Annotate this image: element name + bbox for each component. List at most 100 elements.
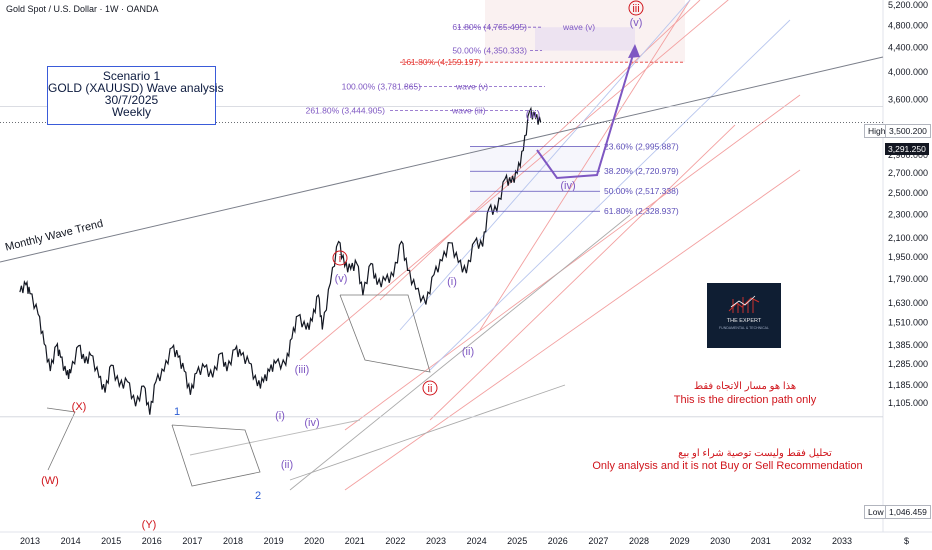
logo-icon bbox=[728, 295, 760, 313]
currency-corner: $ bbox=[904, 536, 910, 546]
channel-line bbox=[479, 0, 691, 331]
wave-label: 2 bbox=[255, 490, 261, 502]
price-tick-label: 2,300.000 bbox=[888, 209, 928, 219]
wave-label-circle bbox=[628, 0, 644, 16]
fib-level-label: 100.00% (3,781.865) bbox=[342, 82, 422, 92]
channel-line bbox=[429, 124, 736, 421]
time-tick-label: 2015 bbox=[101, 536, 121, 546]
fib-wave-tag: wave (v) bbox=[455, 82, 488, 92]
wave-label: (iii) bbox=[295, 364, 310, 376]
fib-level-label: 38.20% (2,720.979) bbox=[604, 166, 679, 176]
price-tick-label: 1,510.000 bbox=[888, 318, 928, 328]
wave-triangle bbox=[46, 407, 76, 471]
wave-label: (ii) bbox=[462, 346, 474, 358]
low-value: 1,046.459 bbox=[885, 505, 931, 519]
price-tick-label: 2,700.000 bbox=[888, 168, 928, 178]
time-tick-label: 2027 bbox=[588, 536, 608, 546]
time-tick-label: 2018 bbox=[223, 536, 243, 546]
wave-label-circle bbox=[422, 380, 438, 396]
price-tick-label: 4,000.000 bbox=[888, 67, 928, 77]
fib-level-label: 261.80% (3,444.905) bbox=[306, 106, 386, 116]
time-tick-label: 2026 bbox=[548, 536, 568, 546]
price-tick-label: 5,200.000 bbox=[888, 0, 928, 10]
wave-label: ii bbox=[428, 383, 433, 395]
high-value: 3,500.200 bbox=[885, 124, 931, 138]
fib-level-label: 61.80% (4,765.495) bbox=[452, 22, 527, 32]
time-tick-label: 2022 bbox=[385, 536, 405, 546]
channel-line bbox=[289, 384, 566, 481]
fib-level-label: 50.00% (2,517.338) bbox=[604, 186, 679, 196]
time-tick-label: 2033 bbox=[832, 536, 852, 546]
current-price-label: 3,291.250 bbox=[885, 143, 929, 155]
time-tick-label: 2013 bbox=[20, 536, 40, 546]
time-tick-label: 2025 bbox=[507, 536, 527, 546]
wave-label: (i) bbox=[447, 276, 457, 288]
monthly-trendline bbox=[0, 56, 884, 263]
time-tick-label: 2029 bbox=[670, 536, 690, 546]
scenario-box: Scenario 1 GOLD (XAUUSD) Wave analysis 3… bbox=[47, 66, 224, 125]
price-tick-label: 1,185.000 bbox=[888, 380, 928, 390]
time-tick-label: 2031 bbox=[751, 536, 771, 546]
wave-label: (Y) bbox=[142, 519, 157, 531]
time-tick-label: 2023 bbox=[426, 536, 446, 546]
time-tick-label: 2016 bbox=[142, 536, 162, 546]
scenario-line-2: GOLD (XAUUSD) Wave analysis bbox=[48, 81, 224, 95]
time-tick-label: 2019 bbox=[264, 536, 284, 546]
time-tick-label: 2030 bbox=[710, 536, 730, 546]
wave-label: (iv) bbox=[560, 180, 575, 192]
wave-label: (ii) bbox=[281, 459, 293, 471]
logo-subtext: FUNDAMENTAL & TECHNICAL bbox=[719, 326, 769, 330]
price-tick-label: 1,385.000 bbox=[888, 340, 928, 350]
price-tick-label: 2,500.000 bbox=[888, 188, 928, 198]
price-tick-label: 1,790.000 bbox=[888, 274, 928, 284]
scenario-line-3: 30/7/2025 bbox=[104, 93, 159, 107]
fib-wave-tag: wave (v) bbox=[562, 22, 595, 32]
fib-level-label: 61.80% (2,328.937) bbox=[604, 206, 679, 216]
wave-label-circle bbox=[332, 250, 348, 266]
wave-label: 1 bbox=[174, 406, 180, 418]
chart-title: Gold Spot / U.S. Dollar · 1W · OANDA bbox=[6, 4, 159, 14]
wave-triangle bbox=[171, 424, 261, 487]
channel-line bbox=[289, 214, 631, 491]
fib-wave-tag: wave (iii) bbox=[451, 106, 486, 116]
projection-path bbox=[536, 47, 636, 180]
price-tick-label: 1,105.000 bbox=[888, 398, 928, 408]
wave-label: iii bbox=[632, 3, 639, 15]
time-tick-label: 2020 bbox=[304, 536, 324, 546]
channel-line bbox=[344, 94, 801, 431]
price-tick-label: 1,285.000 bbox=[888, 359, 928, 369]
price-tick-label: 3,600.000 bbox=[888, 94, 928, 104]
time-tick-label: 2021 bbox=[345, 536, 365, 546]
time-tick-label: 2017 bbox=[182, 536, 202, 546]
projection-arrowhead bbox=[628, 44, 640, 58]
brand-logo: THE EXPERT FUNDAMENTAL & TECHNICAL bbox=[707, 283, 781, 348]
scenario-line-1: Scenario 1 bbox=[102, 69, 161, 83]
channel-line bbox=[299, 0, 729, 361]
retracement-zone bbox=[470, 146, 600, 212]
price-axis-panel bbox=[883, 0, 932, 550]
wave-label: (i) bbox=[275, 410, 285, 422]
wave-label: (W) bbox=[41, 475, 59, 487]
wave-label: (X) bbox=[72, 401, 87, 413]
target-zone-purple bbox=[535, 27, 635, 51]
fib-level-label: 23.60% (2,995.887) bbox=[604, 142, 679, 152]
wave-label: (v) bbox=[630, 17, 643, 29]
channel-line bbox=[399, 0, 691, 331]
fib-level-label: 161.80% (4,159.197) bbox=[402, 57, 482, 67]
scenario-line-4: Weekly bbox=[111, 105, 152, 119]
wave-label: (iii) bbox=[526, 109, 541, 121]
fib-level-label: 50.00% (4,350.333) bbox=[452, 46, 527, 56]
price-tick-label: 1,630.000 bbox=[888, 298, 928, 308]
note-arabic-direction: هذا هو مسار الاتجاه فقط bbox=[693, 381, 797, 392]
note-arabic-disclaimer: تحليل فقط وليست توصية شراء او بيع bbox=[678, 448, 832, 459]
time-tick-label: 2014 bbox=[61, 536, 81, 546]
price-tick-label: 4,800.000 bbox=[888, 20, 928, 30]
wave-label: (iv) bbox=[304, 417, 319, 429]
price-tick-label: 2,100.000 bbox=[888, 233, 928, 243]
time-tick-label: 2028 bbox=[629, 536, 649, 546]
price-series-line bbox=[19, 106, 542, 415]
wave-triangle bbox=[339, 294, 431, 373]
wave-label: (v) bbox=[335, 273, 348, 285]
